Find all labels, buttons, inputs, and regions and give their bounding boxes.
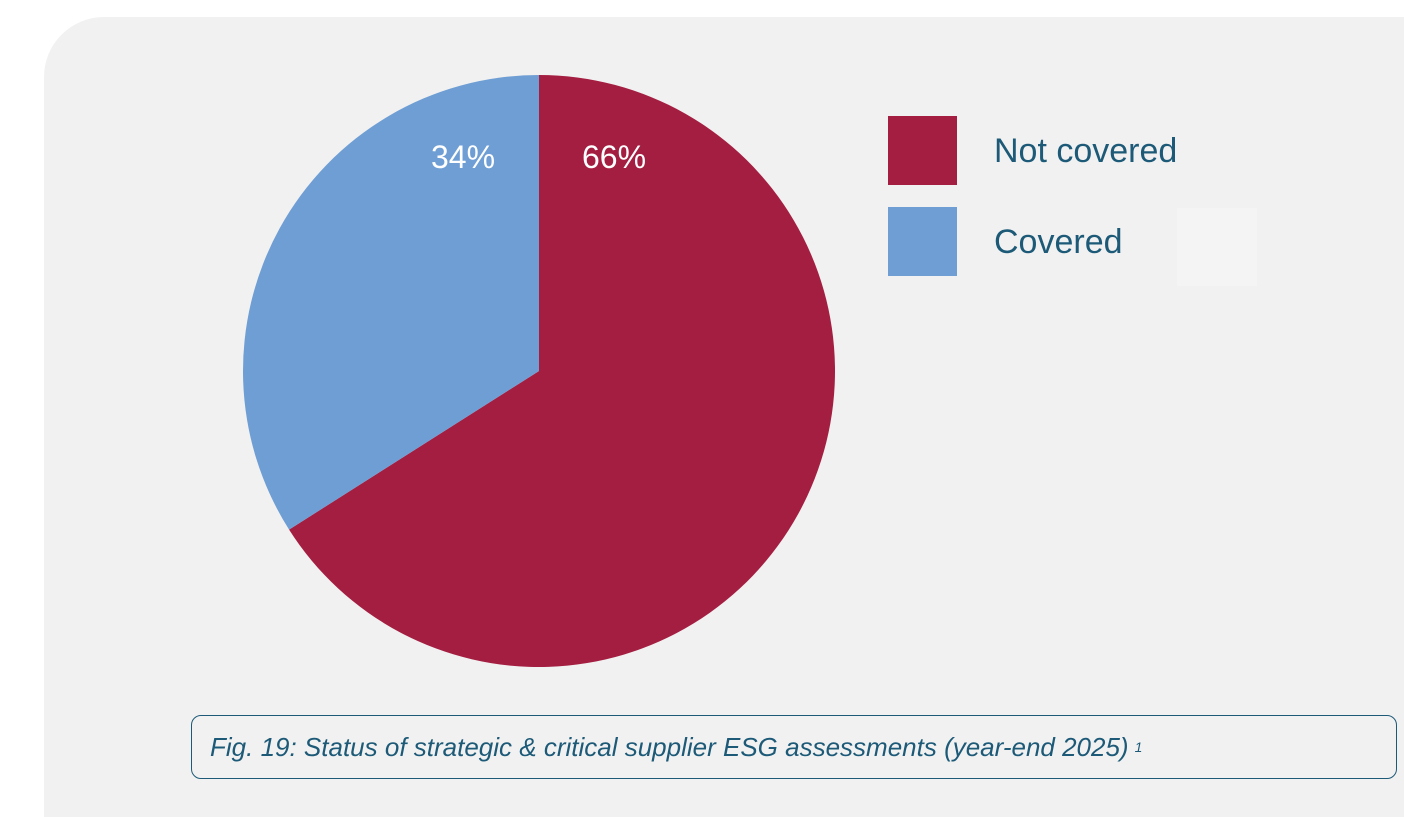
caption-footnote-marker: 1 (1134, 739, 1143, 755)
legend-blank-area (1177, 208, 1257, 286)
legend-swatch-not-covered (888, 116, 957, 185)
figure-caption: Fig. 19: Status of strategic & critical … (191, 715, 1397, 779)
legend-swatch-covered (888, 207, 957, 276)
pie-slice-covered (243, 75, 540, 530)
pie-label-covered: 34% (431, 139, 495, 175)
pie-slices (243, 75, 836, 667)
caption-text: Fig. 19: Status of strategic & critical … (210, 731, 1129, 762)
pie-chart: 66% 34% (243, 75, 836, 667)
legend-label-not-covered: Not covered (994, 132, 1178, 170)
pie-slice-not-covered (289, 75, 836, 667)
pie-slice-labels: 66% 34% (431, 139, 646, 175)
legend-label-covered: Covered (994, 223, 1123, 261)
pie-label-not-covered: 66% (582, 139, 646, 175)
